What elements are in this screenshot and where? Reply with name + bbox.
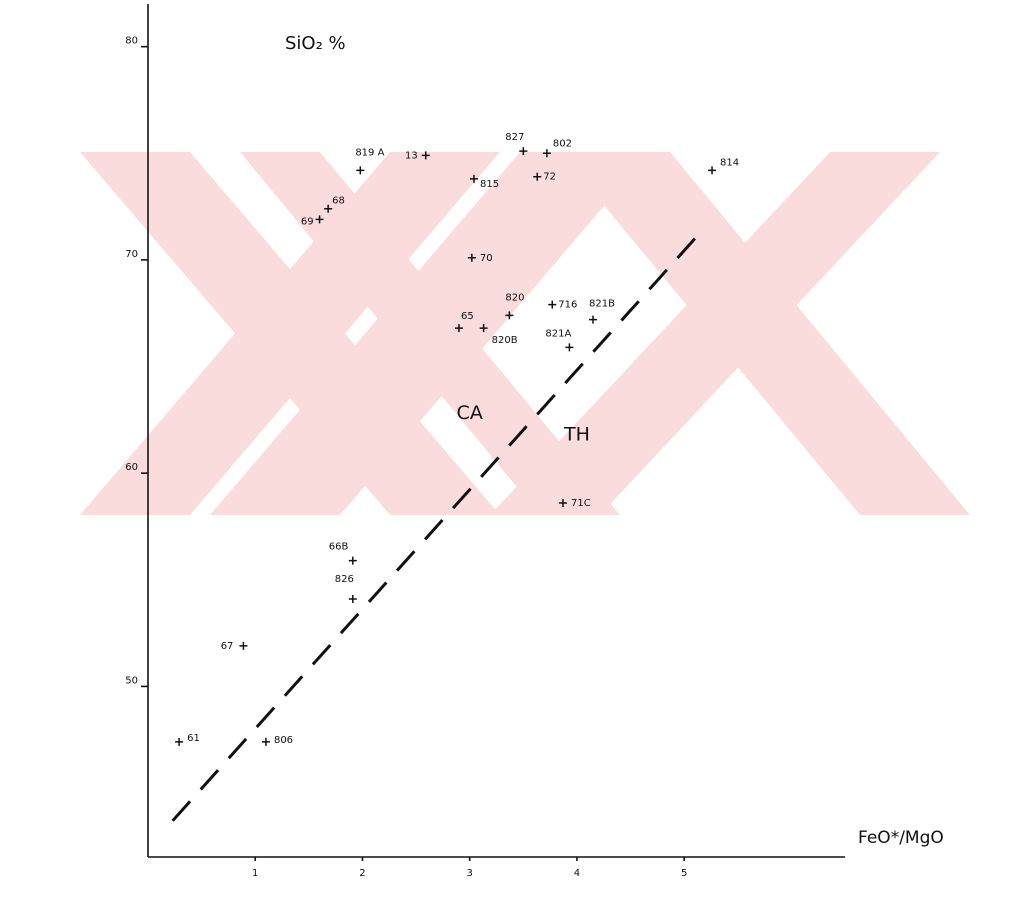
point-label: 820 <box>505 292 524 303</box>
point <box>519 147 528 156</box>
watermark <box>80 152 970 515</box>
point <box>533 172 542 181</box>
point-label: 70 <box>480 253 493 264</box>
point-label: 806 <box>274 735 293 746</box>
point-label: 716 <box>558 300 577 311</box>
x-tick-label: 4 <box>574 868 580 879</box>
point-label: 69 <box>301 216 314 227</box>
point-label: 65 <box>461 311 474 322</box>
point <box>469 174 478 183</box>
point <box>708 166 717 175</box>
point-label: 68 <box>332 196 345 207</box>
point-label: 827 <box>505 132 524 143</box>
y-tick-label: 50 <box>125 675 138 686</box>
region-label: CA <box>457 402 483 424</box>
point-label: 72 <box>543 172 556 183</box>
point <box>315 215 324 224</box>
point <box>505 311 514 320</box>
point-label: 821A <box>545 328 571 339</box>
x-tick-label: 5 <box>681 868 687 879</box>
y-tick-label: 60 <box>125 462 138 473</box>
point <box>421 151 430 160</box>
point-label: 819 A <box>355 147 384 158</box>
point <box>454 324 463 333</box>
y-axis-label: SiO₂ % <box>285 33 346 54</box>
y-tick-label: 80 <box>125 36 138 47</box>
point <box>548 300 557 309</box>
x-tick-label: 1 <box>252 868 258 879</box>
point <box>589 315 598 324</box>
region-label: TH <box>563 423 590 445</box>
point <box>479 324 488 333</box>
point <box>348 556 357 565</box>
x-tick-label: 2 <box>359 868 365 879</box>
point-label: 820B <box>492 335 518 346</box>
point <box>542 149 551 158</box>
boundary-line <box>171 226 706 822</box>
point <box>239 641 248 650</box>
point-label: 71C <box>571 498 591 509</box>
point-label: 814 <box>720 157 739 168</box>
point <box>356 166 365 175</box>
point-label: 13 <box>405 150 418 161</box>
point <box>175 737 184 746</box>
x-tick-label: 3 <box>467 868 473 879</box>
y-tick-label: 70 <box>125 249 138 260</box>
point <box>261 737 270 746</box>
point-label: 826 <box>335 574 354 585</box>
point-label: 802 <box>553 138 572 149</box>
point-label: 67 <box>221 641 234 652</box>
point <box>558 499 567 508</box>
point-label: 815 <box>480 179 499 190</box>
point <box>467 253 476 262</box>
x-axis-label: FeO*/MgO <box>858 828 944 848</box>
point-label: 821B <box>589 299 615 310</box>
point-label: 61 <box>187 733 200 744</box>
point <box>348 594 357 603</box>
point <box>565 343 574 352</box>
point-label: 66B <box>329 542 349 553</box>
point <box>324 204 333 213</box>
